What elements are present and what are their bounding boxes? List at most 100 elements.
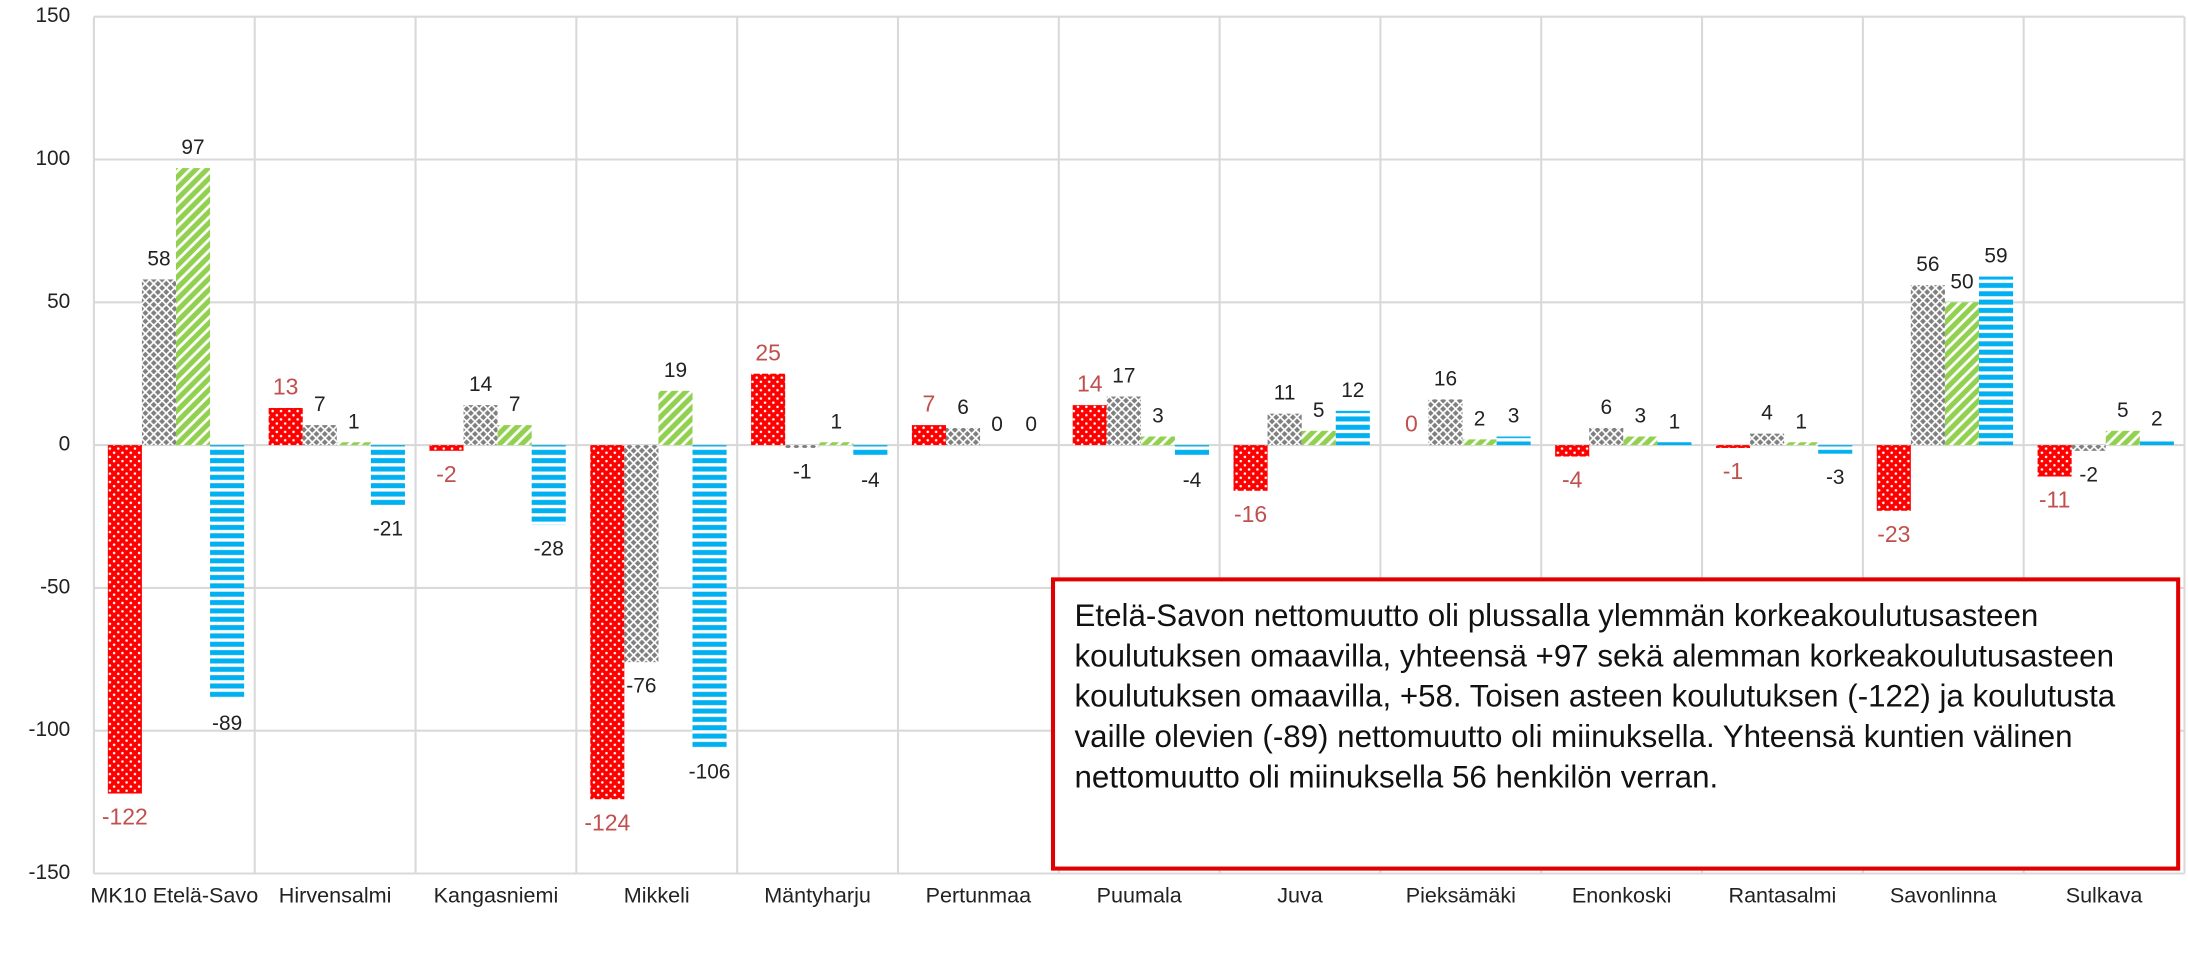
y-tick-label: 100 [35, 147, 70, 170]
data-label: -21 [373, 518, 403, 541]
data-label: 56 [1916, 253, 1939, 276]
bar [1335, 410, 1370, 446]
annotation: Etelä-Savon nettomuutto oli plussalla yl… [1050, 577, 2181, 871]
data-label: -2 [436, 461, 456, 487]
data-label: 14 [1077, 371, 1103, 397]
bar [370, 445, 405, 506]
bar [1979, 276, 2014, 446]
y-tick-label: 0 [59, 433, 71, 456]
data-label: 58 [147, 247, 170, 270]
data-label: 0 [991, 413, 1003, 436]
data-label: -2 [2079, 463, 2098, 486]
bar [1784, 442, 1819, 446]
x-tick-label: Savonlinna [1889, 884, 1997, 909]
bar [107, 445, 142, 794]
bar [1496, 436, 1531, 446]
x-tick-label: Rantasalmi [1728, 884, 1837, 909]
data-label: 6 [957, 396, 969, 419]
data-label: 13 [273, 374, 299, 400]
x-tick-label: Mikkeli [623, 884, 690, 909]
bar [785, 445, 820, 448]
y-tick-label: -150 [29, 861, 71, 884]
data-label: 1 [1795, 410, 1807, 433]
bar [1910, 285, 1945, 446]
bar [853, 445, 888, 457]
bar [1715, 445, 1751, 448]
bar [1750, 433, 1785, 446]
data-label: 16 [1434, 367, 1457, 390]
bar [1589, 427, 1624, 446]
x-tick-label: Juva [1277, 884, 1323, 909]
bar [1462, 439, 1497, 446]
data-label: 1 [830, 410, 842, 433]
bar [175, 168, 211, 446]
data-label: 11 [1274, 382, 1296, 405]
x-tick-label-box: Juva [1277, 884, 1323, 909]
data-label: 25 [755, 339, 781, 365]
x-tick-label-box: Mäntyharju [764, 884, 871, 909]
x-tick-label: Sulkava [2065, 884, 2143, 909]
bar [429, 445, 464, 451]
x-tick-label-box: Sulkava [2065, 884, 2143, 909]
bar [1267, 413, 1302, 446]
bar [268, 407, 303, 446]
data-label: -76 [626, 675, 656, 698]
x-tick-label: Puumala [1096, 884, 1182, 909]
bar [1174, 445, 1210, 457]
x-tick-label: MK10 Etelä-Savo [90, 884, 259, 909]
data-label: -4 [861, 469, 880, 492]
data-label: 7 [314, 393, 326, 416]
data-label: 0 [1025, 413, 1037, 436]
bar [2071, 445, 2106, 451]
bar [302, 425, 337, 446]
data-label: 97 [181, 136, 204, 159]
bar [911, 425, 946, 446]
data-label: -3 [1826, 466, 1845, 489]
bar [1106, 396, 1141, 446]
x-tick-label-box: Pieksämäki [1405, 884, 1516, 909]
x-tick-label-box: Hirvensalmi [278, 884, 392, 909]
data-label: 5 [1313, 399, 1325, 422]
data-label: 19 [664, 359, 687, 382]
x-tick-label-box: Mikkeli [623, 884, 690, 909]
data-label: -124 [584, 809, 630, 835]
bar [590, 445, 625, 800]
bar [658, 390, 693, 446]
x-tick-label: Pieksämäki [1405, 884, 1516, 909]
data-label: 7 [923, 391, 936, 417]
data-label: -4 [1183, 469, 1202, 492]
bar [531, 445, 566, 526]
x-tick-label-box: MK10 Etelä-Savo [90, 884, 259, 909]
x-tick-label: Hirvensalmi [278, 884, 392, 909]
y-tick-label: 50 [47, 290, 70, 313]
data-label: 17 [1112, 365, 1135, 388]
data-label: -28 [534, 538, 564, 561]
data-label: 0 [1405, 411, 1418, 437]
x-tick-label-box: Kangasniemi [434, 885, 559, 909]
data-label: 7 [509, 393, 521, 416]
bar [141, 279, 176, 446]
y-tick-label: -100 [29, 718, 71, 741]
annotation-box: Etelä-Savon nettomuutto oli plussalla yl… [1050, 577, 2181, 871]
x-tick-label: Enonkoski [1571, 884, 1672, 909]
bar [692, 445, 727, 748]
data-label: -89 [212, 712, 242, 735]
x-tick-label-box: Rantasalmi [1728, 884, 1837, 909]
x-tick-label: Mäntyharju [764, 884, 871, 909]
bar [1140, 436, 1175, 446]
data-label: -1 [1723, 458, 1743, 484]
bar [751, 373, 786, 446]
data-label: 6 [1600, 396, 1612, 419]
data-label: -11 [2039, 487, 2070, 513]
data-label: 50 [1950, 270, 1973, 293]
bar [1428, 399, 1463, 446]
y-tick-label: -50 [40, 575, 70, 598]
data-label: -23 [1877, 521, 1910, 547]
x-tick-label: Pertunmaa [925, 884, 1032, 909]
x-tick-label-box: Pertunmaa [925, 884, 1032, 909]
bar [463, 405, 498, 446]
bar [1072, 405, 1107, 446]
bar [210, 445, 245, 700]
x-tick-label-box: Enonkoski [1571, 884, 1672, 909]
